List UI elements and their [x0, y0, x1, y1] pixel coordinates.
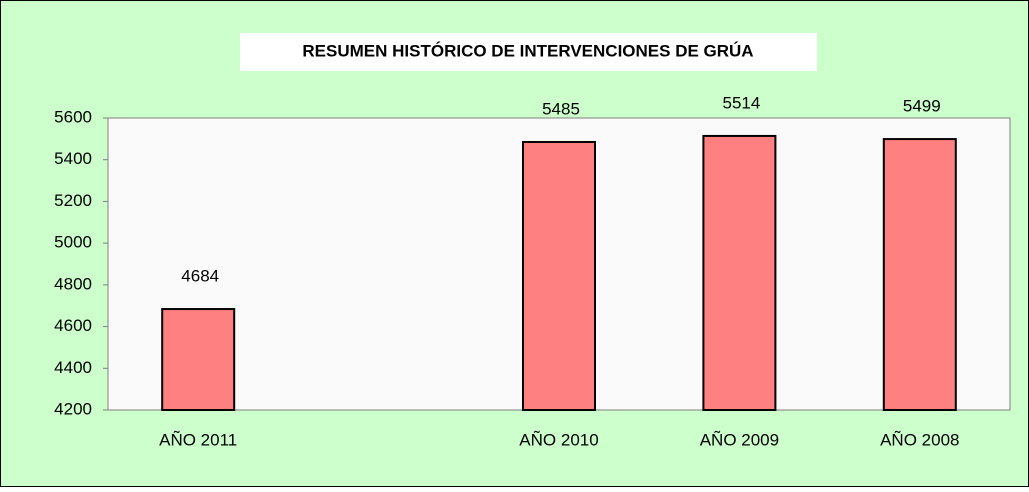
title-box: [240, 33, 817, 71]
y-tick-label: 4600: [54, 316, 92, 335]
chart-title: RESUMEN HISTÓRICO DE INTERVENCIONES DE G…: [302, 41, 753, 60]
y-tick-label: 4200: [54, 399, 92, 418]
bar: [882, 138, 957, 412]
x-tick-label: AÑO 2011: [159, 430, 237, 449]
bar: [702, 134, 777, 412]
bar: [522, 140, 596, 411]
x-tick-label: AÑO 2008: [880, 430, 959, 449]
y-tick-label: 4800: [54, 274, 92, 293]
y-tick-label: 5400: [54, 149, 92, 168]
y-tick-label: 5200: [54, 191, 92, 210]
data-label: 5499: [903, 97, 941, 116]
x-tick-label: AÑO 2010: [519, 430, 598, 449]
y-tick-label: 5000: [54, 233, 92, 252]
bar: [161, 308, 236, 411]
x-tick-label: AÑO 2009: [700, 430, 779, 449]
data-label: 4684: [181, 267, 219, 286]
y-tick-label: 4400: [54, 358, 92, 377]
data-label: 5514: [722, 93, 760, 112]
data-label: 5485: [542, 99, 580, 118]
y-tick-label: 5600: [54, 107, 92, 126]
